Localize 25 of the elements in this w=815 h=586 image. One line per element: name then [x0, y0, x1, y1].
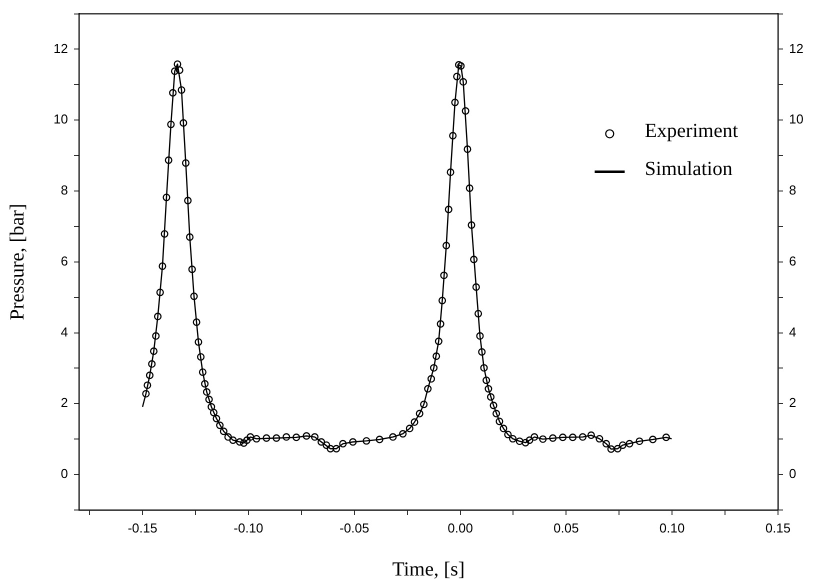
x-tick-label: -0.05 [340, 520, 370, 536]
y2-tick-label: 6 [789, 253, 796, 268]
y2-tick-label: 2 [789, 395, 796, 410]
x-axis-title: Time, [s] [392, 558, 465, 580]
x-tick-label: 0.05 [554, 520, 579, 536]
y2-tick-label: 0 [789, 466, 796, 482]
x-tick-label: -0.15 [128, 520, 158, 536]
y-tick-label: 2 [60, 395, 68, 410]
y2-tick-label: 4 [789, 324, 796, 340]
y-tick-label: 0 [60, 466, 68, 482]
x-tick-label: 0.00 [448, 520, 473, 536]
y-tick-label: 12 [54, 40, 68, 56]
y-tick-label: 10 [54, 112, 68, 127]
x-tick-label: 0.15 [765, 520, 791, 536]
y-tick-label: 8 [60, 182, 68, 198]
x-tick-label: 0.10 [659, 520, 685, 536]
y-axis-title: Pressure, [bar] [6, 204, 28, 320]
y2-tick-label: 12 [789, 40, 804, 56]
y2-tick-label: 10 [789, 112, 804, 127]
legend-label: Experiment [644, 120, 738, 142]
legend-label: Simulation [644, 158, 732, 180]
y-tick-label: 6 [60, 253, 68, 268]
y2-tick-label: 8 [789, 182, 796, 198]
y-tick-label: 4 [60, 324, 68, 340]
x-tick-label: -0.10 [234, 520, 264, 536]
